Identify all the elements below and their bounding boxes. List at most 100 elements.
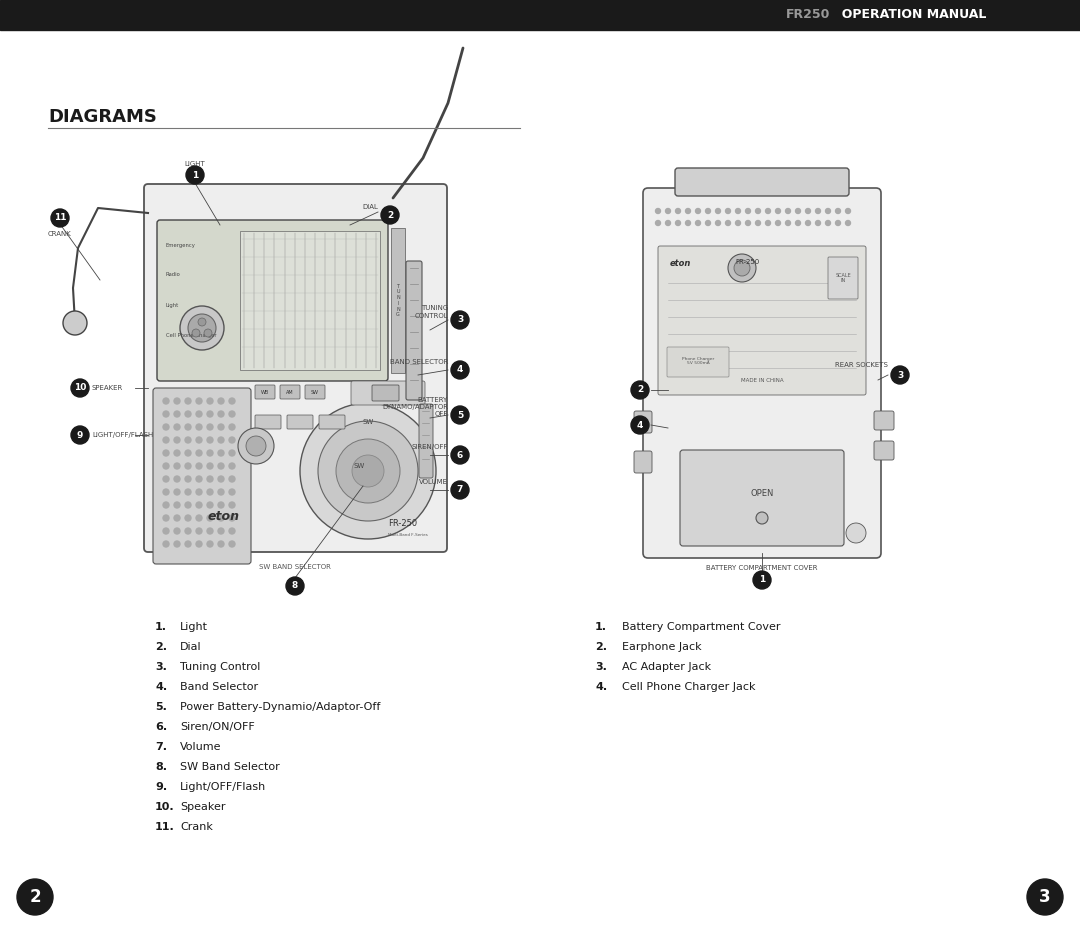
Circle shape bbox=[207, 450, 213, 456]
Text: TUNING
CONTROL: TUNING CONTROL bbox=[415, 305, 448, 318]
Circle shape bbox=[163, 411, 168, 417]
Circle shape bbox=[195, 437, 202, 443]
Circle shape bbox=[195, 411, 202, 417]
Text: SW Band Selector: SW Band Selector bbox=[180, 762, 280, 772]
Circle shape bbox=[71, 426, 89, 444]
Circle shape bbox=[174, 502, 180, 508]
Circle shape bbox=[195, 398, 202, 404]
Text: 2.: 2. bbox=[156, 642, 167, 652]
Circle shape bbox=[71, 379, 89, 397]
Circle shape bbox=[665, 208, 671, 214]
Circle shape bbox=[656, 220, 661, 226]
FancyBboxPatch shape bbox=[255, 385, 275, 399]
Text: 6: 6 bbox=[457, 450, 463, 460]
Circle shape bbox=[218, 515, 224, 521]
Circle shape bbox=[218, 411, 224, 417]
Text: SPEAKER: SPEAKER bbox=[92, 385, 123, 391]
Circle shape bbox=[195, 450, 202, 456]
FancyBboxPatch shape bbox=[351, 381, 426, 405]
Circle shape bbox=[218, 528, 224, 534]
FancyBboxPatch shape bbox=[667, 347, 729, 377]
FancyBboxPatch shape bbox=[680, 450, 843, 546]
Circle shape bbox=[696, 220, 701, 226]
Circle shape bbox=[218, 476, 224, 482]
Text: 11: 11 bbox=[54, 214, 66, 223]
FancyBboxPatch shape bbox=[874, 411, 894, 430]
Circle shape bbox=[174, 411, 180, 417]
Circle shape bbox=[686, 208, 690, 214]
Circle shape bbox=[207, 398, 213, 404]
Circle shape bbox=[775, 208, 781, 214]
Text: 4.: 4. bbox=[595, 682, 607, 692]
Text: Power Battery-Dynamio/Adaptor-Off: Power Battery-Dynamio/Adaptor-Off bbox=[180, 702, 380, 712]
Text: 7: 7 bbox=[457, 486, 463, 495]
Circle shape bbox=[806, 208, 810, 214]
FancyBboxPatch shape bbox=[634, 451, 652, 473]
Circle shape bbox=[631, 381, 649, 399]
Circle shape bbox=[451, 311, 469, 329]
Circle shape bbox=[715, 220, 720, 226]
Text: 3.: 3. bbox=[156, 662, 167, 672]
Bar bbox=[0, 0, 1080, 30]
Circle shape bbox=[174, 450, 180, 456]
Text: 1: 1 bbox=[192, 170, 198, 179]
Text: SCALE
IN: SCALE IN bbox=[835, 273, 851, 283]
Circle shape bbox=[185, 502, 191, 508]
Text: 8: 8 bbox=[292, 582, 298, 590]
Circle shape bbox=[229, 398, 235, 404]
Circle shape bbox=[451, 446, 469, 464]
Text: BAND SELECTOR: BAND SELECTOR bbox=[390, 359, 448, 365]
Text: REAR SOCKETS: REAR SOCKETS bbox=[835, 362, 888, 368]
Circle shape bbox=[815, 208, 821, 214]
Circle shape bbox=[195, 515, 202, 521]
Text: AC Adapter Jack: AC Adapter Jack bbox=[622, 662, 711, 672]
Circle shape bbox=[728, 254, 756, 282]
Circle shape bbox=[207, 411, 213, 417]
Circle shape bbox=[300, 403, 436, 539]
Circle shape bbox=[229, 463, 235, 469]
Circle shape bbox=[195, 489, 202, 495]
FancyBboxPatch shape bbox=[280, 385, 300, 399]
Circle shape bbox=[207, 515, 213, 521]
Circle shape bbox=[17, 879, 53, 915]
Text: Battery Compartment Cover: Battery Compartment Cover bbox=[622, 622, 781, 632]
FancyBboxPatch shape bbox=[372, 385, 399, 401]
Circle shape bbox=[229, 424, 235, 430]
Text: Light/OFF/Flash: Light/OFF/Flash bbox=[180, 782, 267, 792]
Circle shape bbox=[229, 515, 235, 521]
Text: Volume: Volume bbox=[180, 742, 221, 752]
Text: VOLUME: VOLUME bbox=[419, 479, 448, 485]
Circle shape bbox=[286, 577, 303, 595]
Circle shape bbox=[207, 541, 213, 547]
Circle shape bbox=[218, 424, 224, 430]
Circle shape bbox=[185, 450, 191, 456]
Circle shape bbox=[174, 476, 180, 482]
Circle shape bbox=[745, 208, 751, 214]
Circle shape bbox=[836, 220, 840, 226]
Circle shape bbox=[825, 220, 831, 226]
FancyBboxPatch shape bbox=[319, 415, 345, 429]
Circle shape bbox=[891, 366, 909, 384]
Circle shape bbox=[174, 424, 180, 430]
Circle shape bbox=[745, 220, 751, 226]
Text: 1.: 1. bbox=[156, 622, 167, 632]
Text: Radio: Radio bbox=[166, 273, 180, 278]
Circle shape bbox=[735, 208, 741, 214]
Text: 5: 5 bbox=[457, 411, 463, 420]
Text: eton: eton bbox=[208, 510, 240, 523]
Circle shape bbox=[675, 220, 680, 226]
Circle shape bbox=[815, 220, 821, 226]
Circle shape bbox=[51, 209, 69, 227]
Text: MADE IN CHINA: MADE IN CHINA bbox=[741, 378, 783, 384]
Text: 10: 10 bbox=[73, 384, 86, 392]
FancyBboxPatch shape bbox=[828, 257, 858, 299]
Text: 2.: 2. bbox=[595, 642, 607, 652]
Text: 4: 4 bbox=[457, 365, 463, 375]
Circle shape bbox=[775, 220, 781, 226]
Circle shape bbox=[185, 528, 191, 534]
Text: SW: SW bbox=[363, 419, 374, 425]
Circle shape bbox=[705, 208, 711, 214]
Text: 6.: 6. bbox=[156, 722, 167, 732]
Circle shape bbox=[207, 476, 213, 482]
Circle shape bbox=[174, 541, 180, 547]
